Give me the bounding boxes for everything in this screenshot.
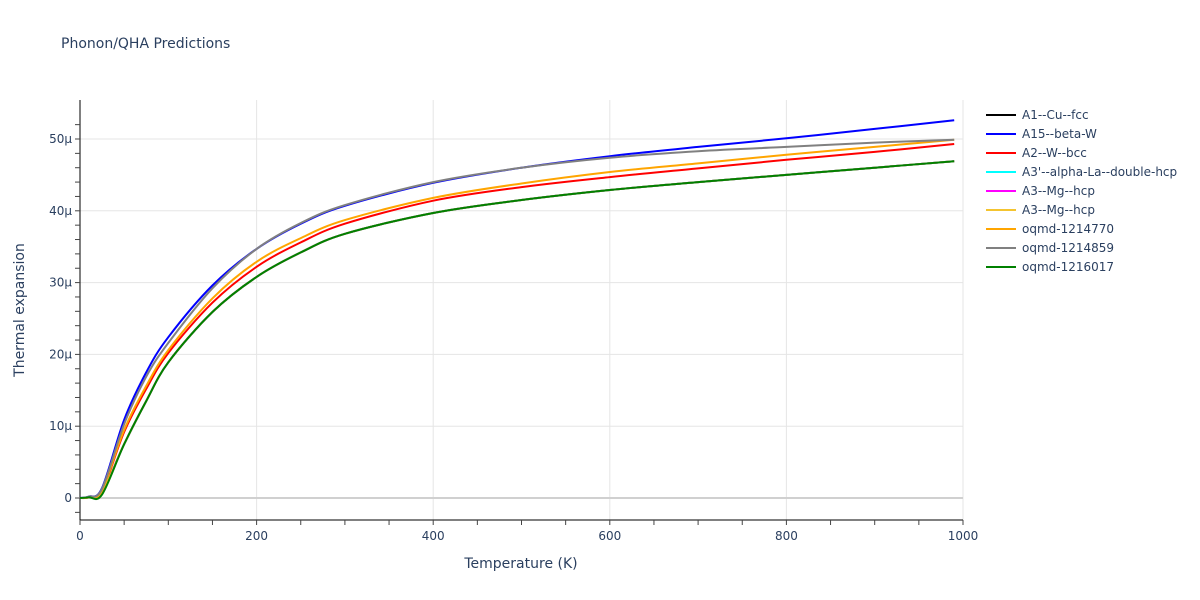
chart-title: Phonon/QHA Predictions [61, 36, 231, 52]
y-tick-label: 50μ [49, 132, 72, 146]
legend-label: oqmd-1214770 [1022, 221, 1115, 236]
legend-item[interactable]: A15--beta-W [986, 124, 1177, 143]
y-tick-label: 20μ [49, 347, 72, 361]
x-axis-title: Temperature (K) [463, 556, 577, 572]
legend-label: A1--Cu--fcc [1022, 107, 1089, 122]
y-tick-label: 40μ [49, 204, 72, 218]
legend-item[interactable]: oqmd-1216017 [986, 257, 1177, 276]
legend-item[interactable]: A2--W--bcc [986, 143, 1177, 162]
y-tick-label: 0 [64, 491, 72, 505]
legend: A1--Cu--fcc A15--beta-W A2--W--bcc A3'--alp… [986, 105, 1177, 276]
legend-swatch-icon [986, 189, 1016, 192]
y-axis-title: Thermal expansion [12, 243, 28, 378]
legend-swatch-icon [986, 265, 1016, 268]
legend-swatch-icon [986, 170, 1016, 173]
legend-item[interactable]: oqmd-1214770 [986, 219, 1177, 238]
x-tick-label: 800 [775, 529, 798, 543]
legend-label: A3--Mg--hcp [1022, 183, 1095, 198]
series-line[interactable] [79, 160, 955, 499]
legend-item[interactable]: A3--Mg--hcp [986, 181, 1177, 200]
legend-item[interactable]: A3--Mg--hcp [986, 200, 1177, 219]
axes: 0 200 400 600 800 1000 0 10μ 20μ 30μ 40μ 50μ [49, 100, 978, 543]
grid-lines [80, 100, 964, 520]
legend-label: A15--beta-W [1022, 126, 1097, 141]
series-line[interactable] [79, 119, 955, 499]
series-line[interactable] [79, 160, 955, 499]
series-line[interactable] [79, 160, 955, 501]
legend-swatch-icon [986, 151, 1016, 154]
legend-swatch-icon [986, 113, 1016, 116]
x-tick-label: 200 [245, 529, 268, 543]
y-tick-label: 10μ [49, 419, 72, 433]
series-line[interactable] [79, 138, 955, 500]
legend-label: A2--W--bcc [1022, 145, 1087, 160]
series-lines [79, 119, 955, 501]
legend-label: A3'--alpha-La--double-hcp [1022, 164, 1178, 179]
series-line[interactable] [79, 138, 955, 499]
legend-item[interactable]: oqmd-1214859 [986, 238, 1177, 257]
legend-swatch-icon [986, 208, 1016, 211]
legend-swatch-icon [986, 132, 1016, 135]
legend-label: oqmd-1214859 [1022, 240, 1115, 255]
x-tick-label: 1000 [948, 529, 979, 543]
x-tick-label: 400 [422, 529, 445, 543]
legend-label: A3--Mg--hcp [1022, 202, 1095, 217]
series-line[interactable] [79, 160, 955, 499]
legend-item[interactable]: A3'--alpha-La--double-hcp [986, 162, 1177, 181]
legend-label: oqmd-1216017 [1022, 259, 1115, 274]
series-line[interactable] [79, 160, 955, 499]
y-tick-label: 30μ [49, 276, 72, 290]
x-tick-label: 0 [76, 529, 84, 543]
legend-swatch-icon [986, 246, 1016, 249]
legend-item[interactable]: A1--Cu--fcc [986, 105, 1177, 124]
legend-swatch-icon [986, 227, 1016, 230]
x-tick-label: 600 [598, 529, 621, 543]
series-line[interactable] [79, 143, 955, 500]
